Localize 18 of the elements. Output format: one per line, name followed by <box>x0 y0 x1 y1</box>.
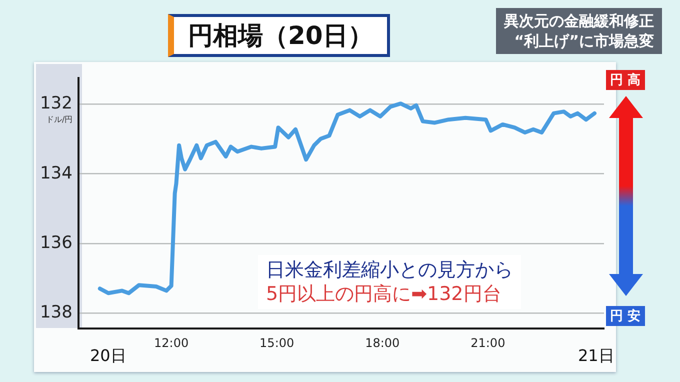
y-tick-label: 132 <box>40 94 72 114</box>
text: “利上げ”に市場急変 <box>513 31 654 51</box>
annotation: 5円以上の円高に➡132円台 <box>266 282 502 306</box>
x-tick-label: 12:00 <box>154 336 189 350</box>
x-tick-label: 18:00 <box>365 336 400 350</box>
annotation: 日米金利差縮小との見方から <box>266 258 513 282</box>
y-tick-label: 136 <box>40 232 72 253</box>
text: 円 安 <box>606 306 645 326</box>
text: 21日 <box>578 346 614 367</box>
text: 異次元の金融緩和修正 <box>504 11 654 31</box>
text: 円 高 <box>606 70 645 90</box>
chart-title: 円相場（20日） <box>168 14 390 57</box>
y-tick-label: 138 <box>40 302 72 322</box>
x-tick-label: 21:00 <box>470 336 506 350</box>
x-tick-label: 15:00 <box>260 336 294 350</box>
y-tick-label: 134 <box>40 163 72 184</box>
text: 20日 <box>90 346 126 367</box>
y-axis-title: ドル/円 <box>46 114 73 125</box>
